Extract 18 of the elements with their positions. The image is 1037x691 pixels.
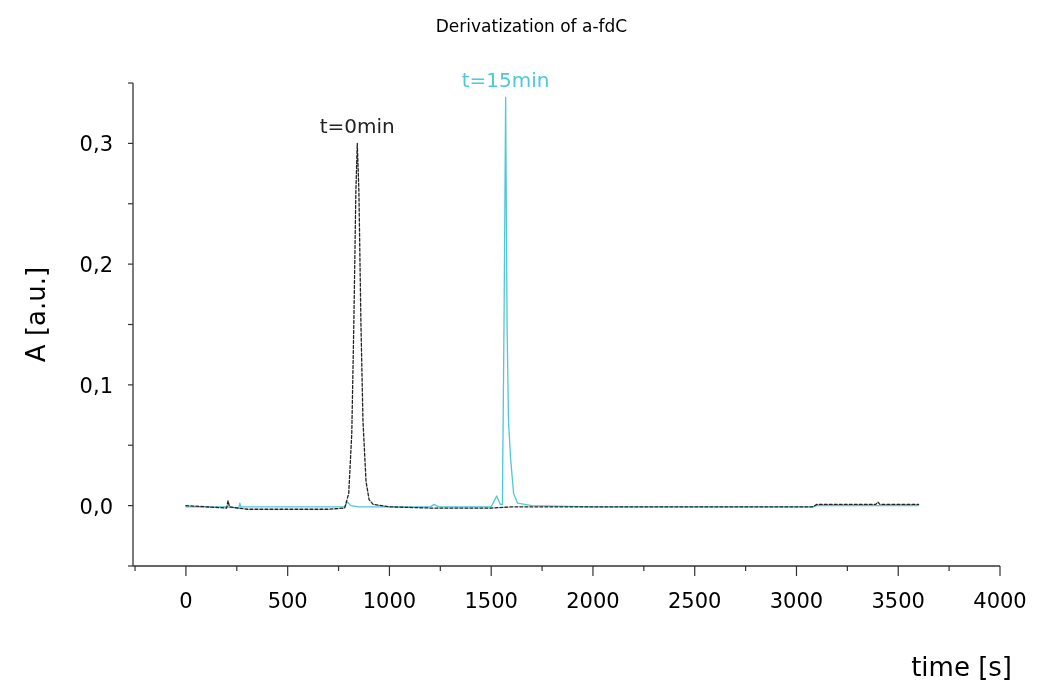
annotation: t=0min bbox=[319, 114, 395, 139]
x-tick-label: 2500 bbox=[667, 589, 722, 613]
x-axis-title: time [s] bbox=[911, 652, 1012, 682]
x-tick-label: 1000 bbox=[362, 589, 417, 613]
y-tick-label: 0,3 bbox=[79, 132, 113, 157]
x-tick-label: 1500 bbox=[464, 589, 518, 613]
chart-title: Derivatization of a-fdC bbox=[435, 16, 628, 36]
x-tick-label: 3500 bbox=[871, 589, 925, 613]
y-tick-label: 0,1 bbox=[79, 373, 113, 398]
y-axis-title: A [a.u.] bbox=[21, 266, 51, 363]
x-tick-label: 0 bbox=[179, 589, 193, 613]
x-tick-label: 2000 bbox=[566, 589, 620, 613]
x-tick-label: 3000 bbox=[769, 589, 824, 613]
x-tick-label: 500 bbox=[267, 589, 308, 613]
annotation: t=15min bbox=[461, 68, 550, 93]
y-tick-label: 0,0 bbox=[79, 494, 113, 519]
x-tick-label: 4000 bbox=[973, 589, 1027, 613]
y-tick-label: 0,2 bbox=[79, 253, 113, 278]
